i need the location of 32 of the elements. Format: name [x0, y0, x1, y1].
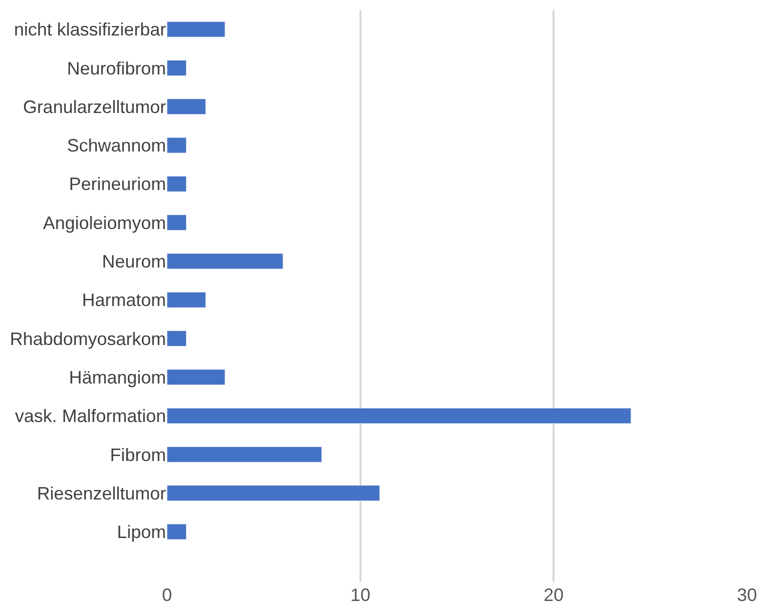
bar — [167, 253, 284, 270]
y-tick-label: Granularzelltumor — [22, 96, 166, 117]
y-tick-label: Harmatom — [82, 290, 166, 310]
y-tick-label: Schwannom — [66, 136, 166, 156]
bar — [167, 176, 187, 192]
x-tick-label: 10 — [350, 585, 370, 605]
y-tick-label: Fibrom — [110, 444, 166, 465]
bar — [167, 98, 206, 115]
y-tick-label: nicht klassifizierbar — [14, 20, 166, 40]
y-tick-label: Neurofibrom — [66, 58, 166, 78]
x-tick-label: 0 — [162, 585, 172, 605]
bar — [167, 524, 187, 540]
x-tick-label: 30 — [736, 585, 758, 605]
bar — [167, 137, 187, 154]
y-tick-label: Hämangiom — [68, 367, 166, 388]
bar — [167, 21, 226, 38]
bar — [167, 330, 187, 346]
y-tick-label: Lipom — [116, 522, 166, 542]
bar — [167, 485, 380, 502]
y-tick-label: Perineuriom — [68, 174, 166, 194]
bar — [167, 369, 226, 386]
bar — [167, 408, 632, 424]
y-tick-label: Neurom — [102, 252, 166, 272]
x-tick-label: 20 — [544, 585, 564, 605]
y-tick-label: vask. Malformation — [14, 406, 166, 426]
y-tick-label: Riesenzelltumor — [36, 483, 166, 504]
bar — [167, 292, 206, 308]
bar — [167, 214, 187, 231]
bar — [167, 446, 322, 462]
y-tick-label: Rhabdomyosarkom — [10, 328, 166, 349]
bar — [167, 60, 187, 76]
y-tick-label: Angioleiomyom — [42, 212, 166, 233]
